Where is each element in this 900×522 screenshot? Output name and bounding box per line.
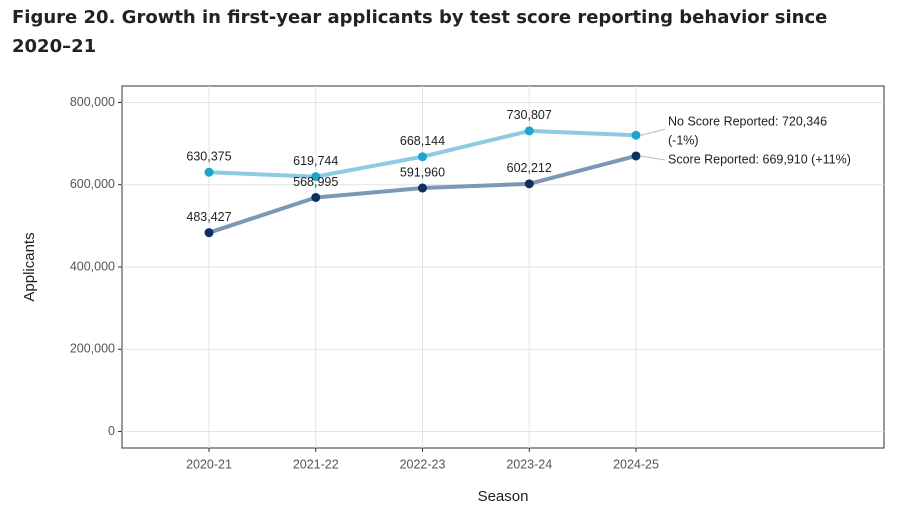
x-axis-label: Season (478, 488, 529, 505)
data-point (631, 151, 641, 161)
annotation: No Score Reported: 720,346 (668, 115, 827, 129)
annotation: (-1%) (668, 134, 699, 148)
y-tick-label: 0 (108, 424, 115, 438)
data-label: 568,995 (293, 175, 338, 189)
annotation-connector (640, 155, 666, 161)
y-tick-label: 800,000 (70, 95, 115, 109)
data-label: 483,427 (186, 210, 231, 224)
x-tick-label: 2023-24 (506, 457, 552, 471)
y-axis-label: Applicants (21, 232, 38, 301)
y-tick-label: 200,000 (70, 342, 115, 356)
data-label: 668,144 (400, 134, 445, 148)
data-label: 730,807 (507, 108, 552, 122)
data-label: 591,960 (400, 165, 445, 179)
y-tick-label: 400,000 (70, 259, 115, 273)
data-label: 619,744 (293, 154, 338, 168)
data-point (204, 167, 214, 177)
x-tick-label: 2021-22 (293, 457, 339, 471)
annotation-connector (640, 128, 666, 136)
data-point (524, 179, 534, 189)
x-tick-label: 2022-23 (400, 457, 446, 471)
data-point (631, 130, 641, 140)
x-tick-label: 2024-25 (613, 457, 659, 471)
annotation: Score Reported: 669,910 (+11%) (668, 152, 851, 166)
data-point (418, 152, 427, 162)
chart-title: Figure 20. Growth in first-year applican… (12, 7, 827, 57)
data-point (204, 228, 214, 238)
data-label: 602,212 (507, 161, 552, 175)
data-point (311, 192, 321, 202)
data-point (524, 126, 534, 136)
y-tick-label: 600,000 (70, 177, 115, 191)
x-tick-label: 2020-21 (186, 457, 232, 471)
data-label: 630,375 (186, 150, 231, 164)
data-point (418, 183, 427, 193)
data-point (311, 172, 321, 182)
